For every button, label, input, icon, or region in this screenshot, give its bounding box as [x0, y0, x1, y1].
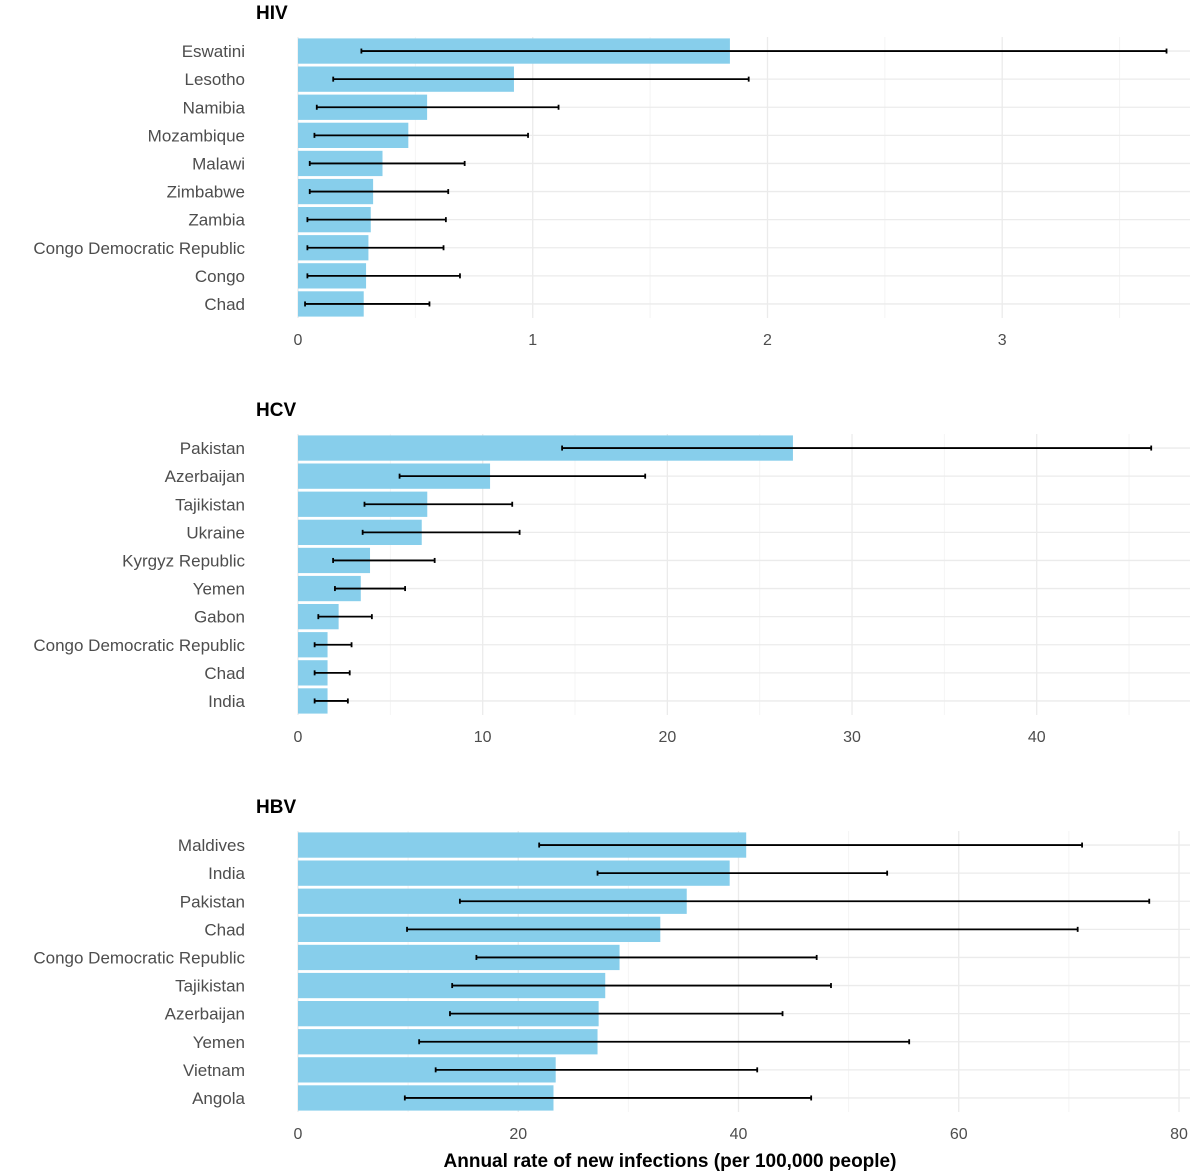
category-label: Zimbabwe [167, 183, 245, 202]
category-label: India [208, 692, 245, 711]
category-label: Pakistan [180, 439, 245, 458]
category-label: Congo [195, 267, 245, 286]
category-label: Angola [192, 1089, 245, 1108]
category-label: Congo Democratic Republic [33, 948, 245, 967]
x-axis-title: Annual rate of new infections (per 100,0… [444, 1151, 897, 1172]
category-label: Maldives [178, 836, 245, 855]
x-tick-label: 1 [528, 332, 537, 349]
category-label: Vietnam [183, 1061, 245, 1080]
panel-title: HCV [256, 400, 296, 421]
category-label: Mozambique [148, 126, 245, 145]
category-label: Chad [204, 920, 245, 939]
x-tick-label: 60 [950, 1126, 968, 1143]
panel-title: HIV [256, 3, 288, 24]
category-label: Tajikistan [175, 977, 245, 996]
x-tick-label: 0 [294, 332, 303, 349]
x-tick-label: 3 [998, 332, 1007, 349]
x-tick-label: 0 [294, 729, 303, 746]
category-label: Gabon [194, 608, 245, 627]
x-tick-label: 40 [1028, 729, 1046, 746]
x-tick-label: 20 [509, 1126, 527, 1143]
category-label: Yemen [193, 580, 245, 599]
category-label: Eswatini [182, 42, 245, 61]
category-label: Malawi [192, 154, 245, 173]
panel-hcv: Pakistan Azerbaijan Tajikistan Ukraine Kyrgy… [33, 400, 1190, 746]
category-label: Namibia [183, 98, 246, 117]
category-label: Chad [204, 664, 245, 683]
panel-title: HBV [256, 797, 296, 818]
x-tick-label: 2 [763, 332, 772, 349]
category-label: Zambia [188, 211, 245, 230]
category-label: Lesotho [185, 70, 246, 89]
category-label: Ukraine [186, 523, 245, 542]
category-label: India [208, 864, 245, 883]
x-tick-label: 10 [474, 729, 492, 746]
category-label: Pakistan [180, 892, 245, 911]
category-label: Yemen [193, 1033, 245, 1052]
category-label: Congo Democratic Republic [33, 239, 245, 258]
x-tick-label: 20 [658, 729, 676, 746]
category-label: Tajikistan [175, 495, 245, 514]
category-label: Azerbaijan [165, 1005, 245, 1024]
x-tick-label: 30 [843, 729, 861, 746]
category-label: Azerbaijan [165, 467, 245, 486]
x-tick-label: 0 [294, 1126, 303, 1143]
panel-hiv: Eswatini Lesotho Namibia Mozambique Malawi Zi… [33, 3, 1190, 349]
category-label: Kyrgyz Republic [122, 551, 245, 570]
category-label: Chad [204, 295, 245, 314]
category-label: Congo Democratic Republic [33, 636, 245, 655]
x-tick-label: 40 [730, 1126, 748, 1143]
panel-hbv: Maldives India Pakistan Chad Congo Democrati… [33, 797, 1190, 1143]
x-tick-label: 80 [1170, 1126, 1188, 1143]
